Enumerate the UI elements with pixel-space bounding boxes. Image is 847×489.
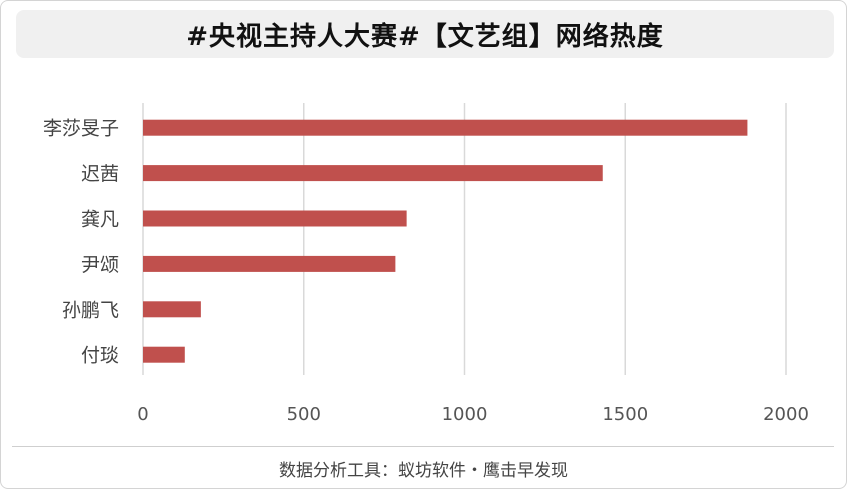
x-tick-label: 1000: [442, 404, 488, 425]
x-tick-label: 0: [137, 404, 148, 425]
x-tick-label: 1500: [602, 404, 648, 425]
title-bar: #央视主持人大赛#【文艺组】网络热度: [16, 10, 834, 58]
bar-0: [143, 119, 748, 136]
category-label: 李莎旻子: [43, 118, 119, 140]
category-label: 龚凡: [81, 209, 119, 231]
bar-2: [143, 210, 407, 227]
category-label: 孙鹏飞: [62, 299, 119, 321]
category-label: 尹颂: [81, 254, 119, 276]
bars: [143, 119, 748, 363]
bar-1: [143, 165, 603, 182]
bar-5: [143, 346, 185, 363]
footer-source: 数据分析工具：蚁坊软件・鹰击早发现: [279, 461, 568, 481]
x-tick-label: 2000: [763, 404, 809, 425]
bar-3: [143, 255, 396, 272]
x-tick-labels: 0 500 1000 1500 2000: [137, 404, 809, 425]
footer-divider: [12, 446, 834, 447]
bar-4: [143, 301, 201, 318]
category-label: 付琰: [81, 345, 119, 367]
grid-lines: [142, 103, 787, 375]
x-tick-label: 500: [287, 404, 321, 425]
category-label: 迟茜: [81, 163, 119, 185]
chart-title: #央视主持人大赛#【文艺组】网络热度: [186, 21, 664, 52]
